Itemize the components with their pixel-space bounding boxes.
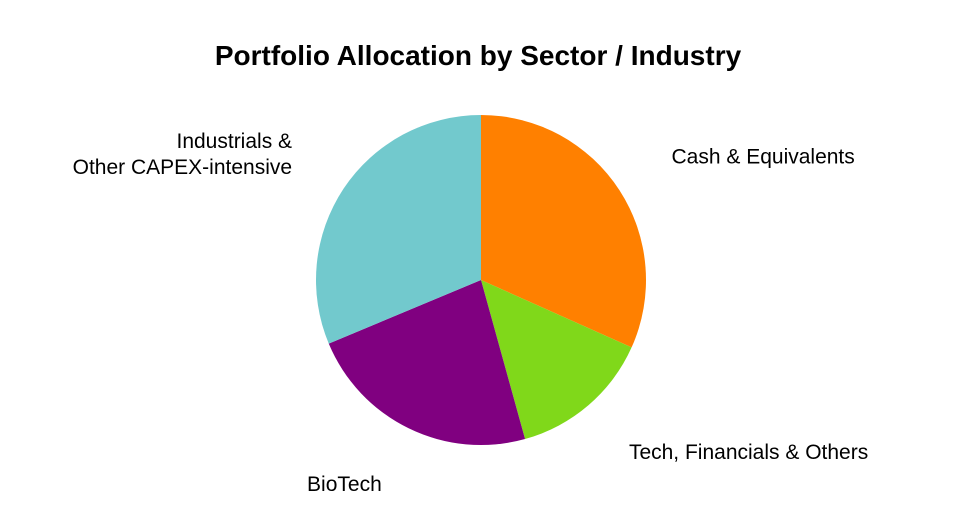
chart-title: Portfolio Allocation by Sector / Industr…: [215, 40, 742, 71]
pie-slices: [316, 115, 646, 445]
slice-cash-equivalents: [481, 115, 646, 348]
slice-label-tech-financials-others: Tech, Financials & Others: [629, 441, 868, 464]
slice-label-line: BioTech: [307, 473, 382, 496]
slice-label-biotech: BioTech: [307, 473, 382, 496]
slice-tech-financials-others: [481, 280, 632, 440]
slice-biotech: [328, 280, 526, 445]
slice-label-industrials-other-capex-intensive: Industrials & Other CAPEX-intensive: [73, 130, 292, 179]
slice-label-line: Other CAPEX-intensive: [73, 156, 292, 179]
slice-label-cash-equivalents: Cash & Equivalents: [672, 146, 855, 169]
slice-labels: Cash & Equivalents Tech, Financials & Oth…: [73, 130, 869, 496]
slice-industrials-other-capex-intensive: [316, 115, 481, 344]
slice-label-line: Tech, Financials & Others: [629, 441, 868, 464]
slice-label-line: Cash & Equivalents: [672, 146, 855, 169]
slice-label-line: Industrials &: [176, 130, 292, 153]
